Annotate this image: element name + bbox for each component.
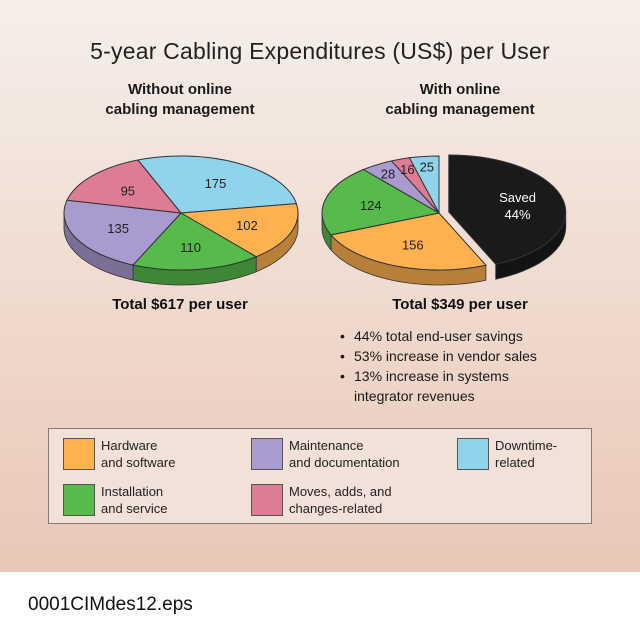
legend-item-moves: Moves, adds, and changes-related [251,483,392,517]
pie-label-maintenance: 135 [107,221,129,236]
left-total: Total $617 per user [112,296,248,313]
bullet-item-continuation: integrator revenues [338,386,628,406]
legend-label-line: Moves, adds, and [289,484,392,499]
pie-label-installation: 110 [180,240,201,255]
legend-label-line: and service [101,501,168,516]
legend-label-installation: Installation and service [101,483,167,517]
bullet-text: integrator revenues [354,388,475,404]
bullet-marker: • [340,328,345,344]
pie-label-line: Saved [499,190,536,205]
legend-label-maintenance: Maintenance and documentation [289,437,400,471]
pie-label-moves: 95 [121,184,135,199]
legend-item-hardware: Hardware and software [63,437,175,471]
bullet-item: • 44% total end-user savings [338,326,628,346]
legend: Hardware and software Maintenance and do… [48,428,592,524]
legend-label-downtime: Downtime- related [495,437,557,471]
pie-slice-installation [321,168,441,236]
legend-label-line: Installation [101,484,164,499]
right-subtitle-line2: cabling management [385,101,535,118]
bullet-text: 13% increase in systems [354,368,509,384]
chart-title: 5-year Cabling Expenditures (US$) per Us… [90,38,550,64]
pie-label-downtime: 175 [205,176,227,191]
legend-label-hardware: Hardware and software [101,437,175,471]
file-name-caption: 0001CIMdes12.eps [28,594,193,615]
pie-slice-installation [132,212,258,271]
pie-charts-canvas: 175 102 110 135 95 Saved 44% 156 124 28 16 25 [63,154,567,286]
bullet-text: 53% increase in vendor sales [354,348,537,364]
legend-label-line: and documentation [289,455,400,470]
pie-slice-downtime [408,155,440,214]
legend-label-line: changes-related [289,501,383,516]
bullet-item: • 13% increase in systems [338,366,628,386]
legend-swatch-downtime [457,438,489,470]
legend-item-installation: Installation and service [63,483,167,517]
pie-label-hardware: 156 [402,238,424,253]
right-pie-subtitle: With online cabling management [330,80,590,120]
pie-label-maintenance: 28 [381,166,395,181]
pie-chart-without: 175 102 110 135 95 [63,155,299,286]
legend-label-line: related [495,455,535,470]
pie-slice-downtime [136,155,298,214]
right-total: Total $349 per user [392,296,528,313]
legend-swatch-moves [251,484,283,516]
legend-label-moves: Moves, adds, and changes-related [289,483,392,517]
savings-bullet-list: • 44% total end-user savings • 53% increas… [338,326,628,406]
bullet-text: 44% total end-user savings [354,328,523,344]
legend-label-line: Downtime- [495,438,558,453]
left-pie-subtitle: Without online cabling management [50,80,310,120]
pie-slice-saved [448,154,567,265]
legend-label-line: Hardware [101,438,158,453]
bullet-marker: • [340,348,345,364]
pie-slice-maintenance [63,199,183,266]
pie-slice-moves [66,159,183,214]
bullet-marker: • [340,368,345,384]
pie-label-installation: 124 [360,198,382,213]
pie-label-moves: 16 [400,162,414,177]
bullet-item: • 53% increase in vendor sales [338,346,628,366]
left-subtitle-line1: Without online [127,81,232,98]
pie-chart-with: Saved 44% 156 124 28 16 25 [321,154,567,286]
pie-label-downtime: 25 [420,160,434,175]
legend-swatch-installation [63,484,95,516]
legend-swatch-hardware [63,438,95,470]
legend-swatch-maintenance [251,438,283,470]
right-subtitle-line1: With online [419,81,501,98]
left-subtitle-line2: cabling management [105,101,255,118]
pie-label-hardware: 102 [236,218,258,233]
legend-label-line: Maintenance [289,438,364,453]
legend-item-downtime: Downtime- related [457,437,557,471]
legend-item-maintenance: Maintenance and documentation [251,437,400,471]
pie-label-line: 44% [504,207,530,222]
legend-label-line: and software [101,455,176,470]
pie-label-saved: Saved 44% [499,190,536,222]
pie-slice-hardware [179,203,299,258]
